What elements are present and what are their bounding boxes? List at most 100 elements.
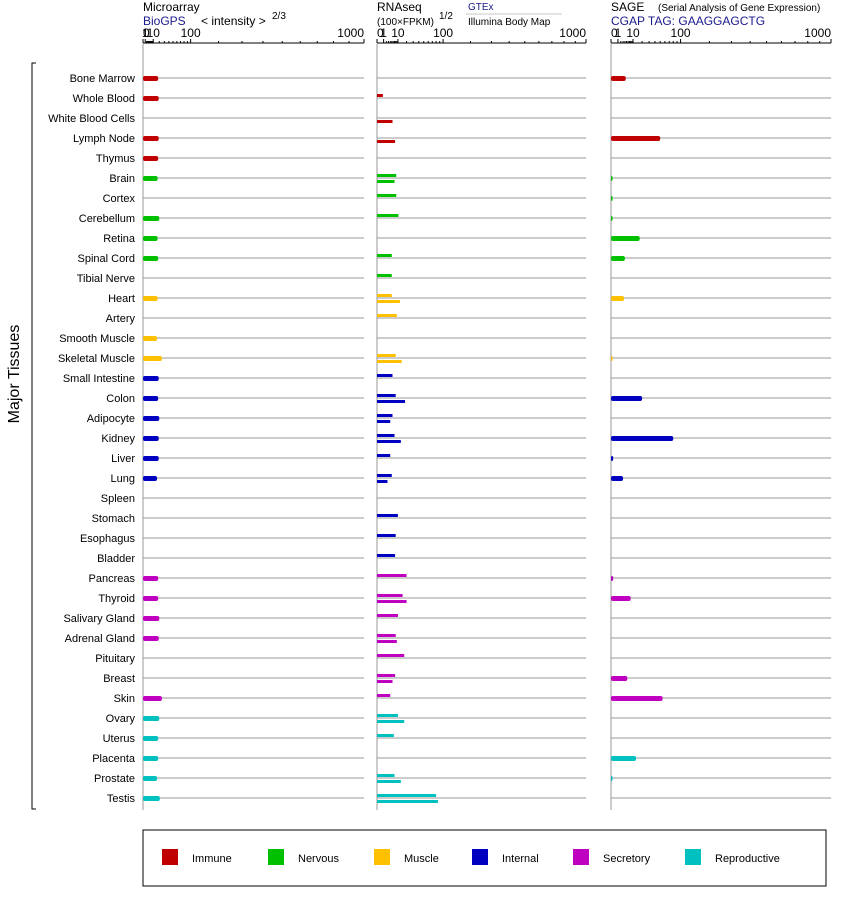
- microarray-bar-19: [143, 456, 159, 461]
- rnaseq-bar-gtex-17: [377, 414, 393, 417]
- sage-bar-6: [611, 196, 613, 201]
- rnaseq-bar-illumina-body-map-32: [377, 720, 405, 723]
- rnaseq-bar-gtex-27: [377, 614, 398, 617]
- sage-bar-19: [611, 456, 614, 461]
- rnaseq-bar-gtex-18: [377, 434, 395, 437]
- sage-bar-9: [611, 256, 625, 261]
- row-label: Pituitary: [95, 653, 135, 665]
- sage-bar-20: [611, 476, 624, 481]
- y-axis-bracket: [31, 62, 36, 810]
- row-label: Skin: [114, 693, 135, 705]
- rnaseq-bar-illumina-body-map-30: [377, 680, 393, 683]
- rnaseq-bar-gtex-25: [377, 574, 407, 577]
- rnaseq-bar-gtex-1: [377, 94, 383, 97]
- row-label: Placenta: [92, 753, 136, 765]
- legend-swatch-reproductive: [685, 849, 701, 865]
- rnaseq-tick-label: 100: [433, 26, 453, 40]
- row-label: Cerebellum: [79, 213, 135, 225]
- rnaseq-bar-gtex-26: [377, 594, 403, 597]
- microarray-bar-7: [143, 216, 160, 221]
- rnaseq-bar-gtex-16: [377, 394, 396, 397]
- row-label: Small Intestine: [63, 373, 135, 385]
- row-label: Esophagus: [80, 533, 136, 545]
- rnaseq-bar-illumina-body-map-17: [377, 420, 391, 423]
- microarray-bar-8: [143, 236, 158, 241]
- rnaseq-bar-gtex-31: [377, 694, 391, 697]
- rnaseq-tick-label: 1000: [559, 26, 586, 40]
- rnaseq-bar-illumina-body-map-36: [377, 800, 438, 803]
- sage-bar-26: [611, 596, 631, 601]
- microarray-bar-26: [143, 596, 159, 601]
- rnaseq-bar-gtex-36: [377, 794, 437, 797]
- microarray-bar-15: [143, 376, 159, 381]
- y-axis-label: Major Tissues: [6, 325, 23, 424]
- legend-label-muscle: Muscle: [404, 853, 439, 865]
- rnaseq-scale-exponent: 1/2: [439, 11, 453, 22]
- row-label: Prostate: [94, 773, 135, 785]
- rnaseq-bar-gtex-32: [377, 714, 398, 717]
- microarray-bar-5: [143, 176, 158, 181]
- legend-label-secretory: Secretory: [603, 853, 651, 865]
- rnaseq-bar-illumina-body-map-3: [377, 140, 396, 143]
- row-label: Lung: [111, 473, 135, 485]
- rnaseq-bar-illumina-body-map-14: [377, 360, 402, 363]
- sage-tick-label: 1: [615, 26, 622, 40]
- microarray-title: Microarray: [143, 0, 200, 14]
- microarray-tick-label: 100: [181, 26, 201, 40]
- microarray-bar-32: [143, 716, 160, 721]
- sage-bar-16: [611, 396, 643, 401]
- row-label: Salivary Gland: [63, 613, 135, 625]
- microarray-bar-20: [143, 476, 158, 481]
- legend-swatch-muscle: [374, 849, 390, 865]
- row-label: Heart: [108, 293, 135, 305]
- rnaseq-bar-gtex-20: [377, 474, 392, 477]
- microarray-bar-3: [143, 136, 159, 141]
- rnaseq-bar-gtex-28: [377, 634, 396, 637]
- sage-title: SAGE: [611, 0, 644, 14]
- rnaseq-bar-gtex-6: [377, 194, 397, 197]
- row-label: Skeletal Muscle: [58, 353, 135, 365]
- sage-bar-18: [611, 436, 674, 441]
- microarray-bar-4: [143, 156, 159, 161]
- sage-bar-14: [611, 356, 613, 361]
- rnaseq-source-ibm: Illumina Body Map: [468, 17, 551, 28]
- row-label: White Blood Cells: [48, 113, 135, 125]
- sage-bar-25: [611, 576, 614, 581]
- microarray-bar-0: [143, 76, 159, 81]
- row-label: Adipocyte: [87, 413, 135, 425]
- row-label: Pancreas: [89, 573, 136, 585]
- rnaseq-bar-gtex-12: [377, 314, 397, 317]
- rnaseq-bar-illumina-body-map-5: [377, 180, 395, 183]
- rnaseq-bar-illumina-body-map-28: [377, 640, 397, 643]
- legend-label-internal: Internal: [502, 853, 539, 865]
- microarray-source: BioGPS: [143, 14, 186, 28]
- rnaseq-bar-gtex-11: [377, 294, 392, 297]
- rnaseq-scale-label: (100×FPKM): [377, 17, 434, 28]
- row-label: Colon: [106, 393, 135, 405]
- rnaseq-bar-illumina-body-map-26: [377, 600, 407, 603]
- rnaseq-bar-gtex-9: [377, 254, 392, 257]
- rnaseq-bar-gtex-24: [377, 554, 396, 557]
- rnaseq-bar-gtex-23: [377, 534, 396, 537]
- rnaseq-bar-gtex-15: [377, 374, 393, 377]
- row-label: Stomach: [92, 513, 135, 525]
- sage-subtitle: (Serial Analysis of Gene Expression): [658, 3, 820, 14]
- sage-bar-3: [611, 136, 661, 141]
- row-label: Brain: [109, 173, 135, 185]
- sage-bar-5: [611, 176, 613, 181]
- rnaseq-tick-label: 1: [380, 26, 387, 40]
- row-label: Thyroid: [98, 593, 135, 605]
- row-label: Whole Blood: [73, 93, 135, 105]
- row-label: Thymus: [96, 153, 136, 165]
- sage-bar-35: [611, 776, 613, 781]
- sage-tick-label: 1000: [804, 26, 831, 40]
- rnaseq-bar-illumina-body-map-2: [377, 120, 393, 123]
- legend-swatch-secretory: [573, 849, 589, 865]
- microarray-bar-16: [143, 396, 159, 401]
- row-label: Artery: [106, 313, 136, 325]
- rnaseq-bar-gtex-22: [377, 514, 398, 517]
- rnaseq-tick-label: 0: [377, 26, 384, 40]
- microarray-bar-28: [143, 636, 159, 641]
- microarray-bar-27: [143, 616, 160, 621]
